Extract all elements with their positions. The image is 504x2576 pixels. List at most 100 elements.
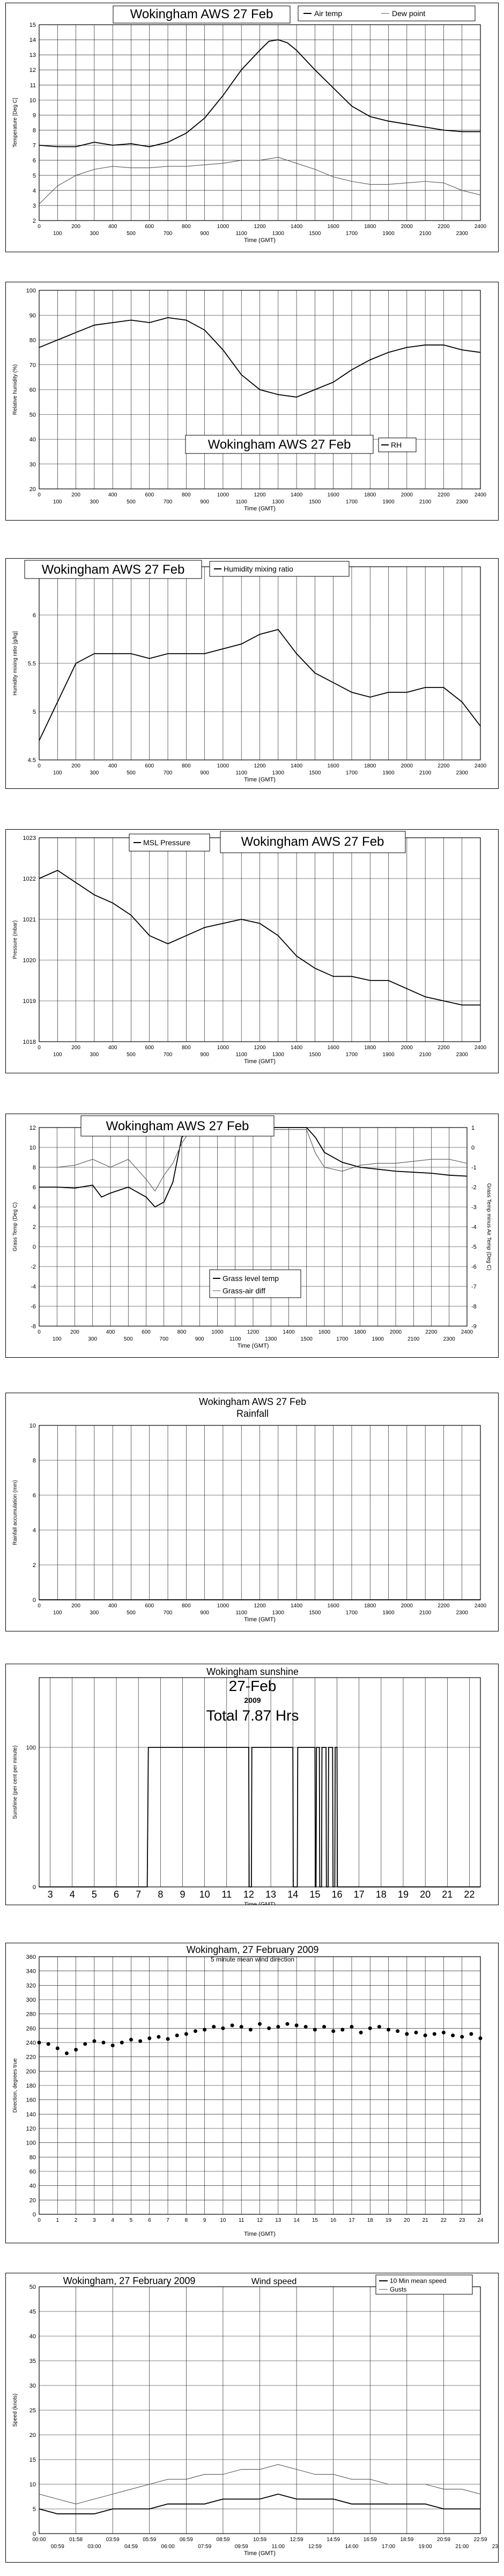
y-tick-label: 360 <box>26 1954 36 1960</box>
y-right-tick-label: -4 <box>471 1224 477 1231</box>
data-point <box>248 2028 253 2032</box>
data-point <box>331 2029 336 2033</box>
x-axis-label: Time (GMT) <box>244 1058 276 1065</box>
x-tick-label: 1000 <box>217 224 229 230</box>
y-tick-label: 35 <box>29 2358 36 2365</box>
y-tick-label: 4 <box>33 1204 36 1211</box>
y-right-tick-label: 0 <box>471 1145 475 1151</box>
x-tick-label: 400 <box>108 1045 117 1051</box>
x-tick-label: 20 <box>404 2218 410 2223</box>
data-point <box>322 2025 327 2029</box>
y-right-tick-label: 1 <box>471 1125 475 1131</box>
x-tick-label: 200 <box>71 1603 80 1609</box>
y-tick-label: 2 <box>33 1224 36 1231</box>
y-tick-label: 90 <box>29 312 36 319</box>
y-tick-label: 140 <box>26 2111 36 2118</box>
y-tick-label: 40 <box>29 2183 36 2190</box>
data-point <box>120 2040 124 2045</box>
x-tick-label: 1200 <box>254 1045 266 1051</box>
y-tick-label: 2 <box>33 1562 36 1569</box>
legend-entry: MSL Pressure <box>143 838 190 847</box>
x-tick-label: 1000 <box>211 1329 224 1335</box>
x-tick-label: 01:58 <box>69 2537 83 2543</box>
y-tick-label: 25 <box>29 2407 36 2414</box>
x-tick-label: 1900 <box>372 1336 384 1342</box>
x-tick-label: 06:00 <box>161 2544 175 2550</box>
title-box <box>80 1115 275 1137</box>
x-tick-label: 5 <box>130 2218 133 2223</box>
x-tick-label: 2000 <box>401 1603 413 1609</box>
x-tick-label: 400 <box>106 1329 115 1335</box>
x-tick-label: 12:59 <box>308 2544 322 2550</box>
y-tick-label: 0 <box>33 1597 36 1604</box>
x-tick-label: 1300 <box>272 1610 285 1616</box>
y-tick-label: 12 <box>29 1125 36 1131</box>
data-point <box>469 2032 473 2036</box>
x-tick-label: 2400 <box>475 1045 487 1051</box>
x-tick-label: 1900 <box>382 770 395 776</box>
x-tick-label: 300 <box>90 499 99 505</box>
x-tick-label: 00:00 <box>32 2537 46 2543</box>
data-point <box>83 2042 87 2046</box>
legend-entry: 10 Min mean speed <box>390 2277 446 2285</box>
x-tick-label: 05:59 <box>143 2537 156 2543</box>
x-tick-label: 700 <box>159 1336 168 1342</box>
data-point <box>64 2051 69 2055</box>
x-tick-label: 1400 <box>291 1045 303 1051</box>
legend-entry: Grass level temp <box>223 1274 279 1283</box>
x-tick-label: 300 <box>90 770 99 776</box>
y-tick-label: 10 <box>29 2482 36 2488</box>
chart-title: Wokingham AWS 27 Feb <box>106 1119 249 1133</box>
chart-title: Wokingham AWS 27 Feb <box>208 437 351 452</box>
x-tick-label: 700 <box>164 499 173 505</box>
x-tick-label: 14:59 <box>327 2537 340 2543</box>
title-box <box>185 435 374 454</box>
x-tick-label: 2400 <box>475 224 487 230</box>
sunshine-chart-panel: 0 100 3 4 5 6 7 8 9 10 11 12 13 14 15 16 17 18 19 20 21 22 Tim… <box>5 1664 499 1905</box>
x-tick-label: 10 <box>220 2218 226 2223</box>
x-tick-label: 700 <box>164 231 173 237</box>
x-tick-label: 100 <box>53 1336 62 1342</box>
x-tick-label: 17:00 <box>382 2544 395 2550</box>
x-tick-label: 2000 <box>401 763 413 769</box>
x-tick-label: 19 <box>386 2218 392 2223</box>
data-point <box>377 2025 381 2029</box>
y-tick-label: 20 <box>29 2197 36 2204</box>
x-tick-label: 2000 <box>401 492 413 498</box>
data-point <box>368 2026 372 2030</box>
data-point <box>396 2029 400 2033</box>
x-tick-label: 1300 <box>272 1052 285 1058</box>
y-axis-label: Speed (knots) <box>12 2394 18 2427</box>
mixing-ratio-chart: 4.555.566.502004006008001000120014001600… <box>12 560 487 783</box>
y-tick-label: 70 <box>29 362 36 369</box>
data-point <box>239 2025 243 2029</box>
x-tick-label: 2000 <box>401 224 413 230</box>
data-point <box>478 2036 483 2040</box>
grass-temp-chart-panel: -8 -6 -4 -2 0 2 4 6 8 10 12 -9 -8 -7 -6 -5 -4 -3 -2 -1 0 1 Gra… <box>5 1114 499 1358</box>
x-tick-label: 800 <box>182 224 191 230</box>
x-tick-label: 2300 <box>443 1336 456 1342</box>
data-point <box>359 2030 363 2035</box>
x-tick-label: 2000 <box>390 1329 402 1335</box>
x-tick-label: 14 <box>287 1889 298 1900</box>
title-box <box>24 560 202 579</box>
y-tick-label: 220 <box>26 2054 36 2061</box>
plot-frame <box>39 1677 481 1887</box>
x-tick-label: 2300 <box>456 1052 469 1058</box>
x-tick-label: 1500 <box>301 1336 313 1342</box>
x-tick-label: 1100 <box>229 1336 241 1342</box>
x-tick-label: 1000 <box>217 492 229 498</box>
y-tick-label: 260 <box>26 2025 36 2032</box>
y-tick-label: 20 <box>29 486 36 493</box>
data-point <box>258 2022 262 2026</box>
x-tick-label: 18 <box>367 2218 374 2223</box>
x-tick-label: 1400 <box>283 1329 295 1335</box>
x-tick-label: 23:00 <box>492 2544 498 2550</box>
y-tick-label: 340 <box>26 1968 36 1975</box>
x-tick-label: 1700 <box>346 231 358 237</box>
pressure-chart-panel: 1018 1019 1020 1021 1022 1023 0 200 400 600 800 100… <box>5 829 499 1073</box>
legend-entry: Gusts <box>390 2286 406 2293</box>
grid <box>39 1425 481 1600</box>
x-tick-label: 3 <box>48 1889 53 1900</box>
